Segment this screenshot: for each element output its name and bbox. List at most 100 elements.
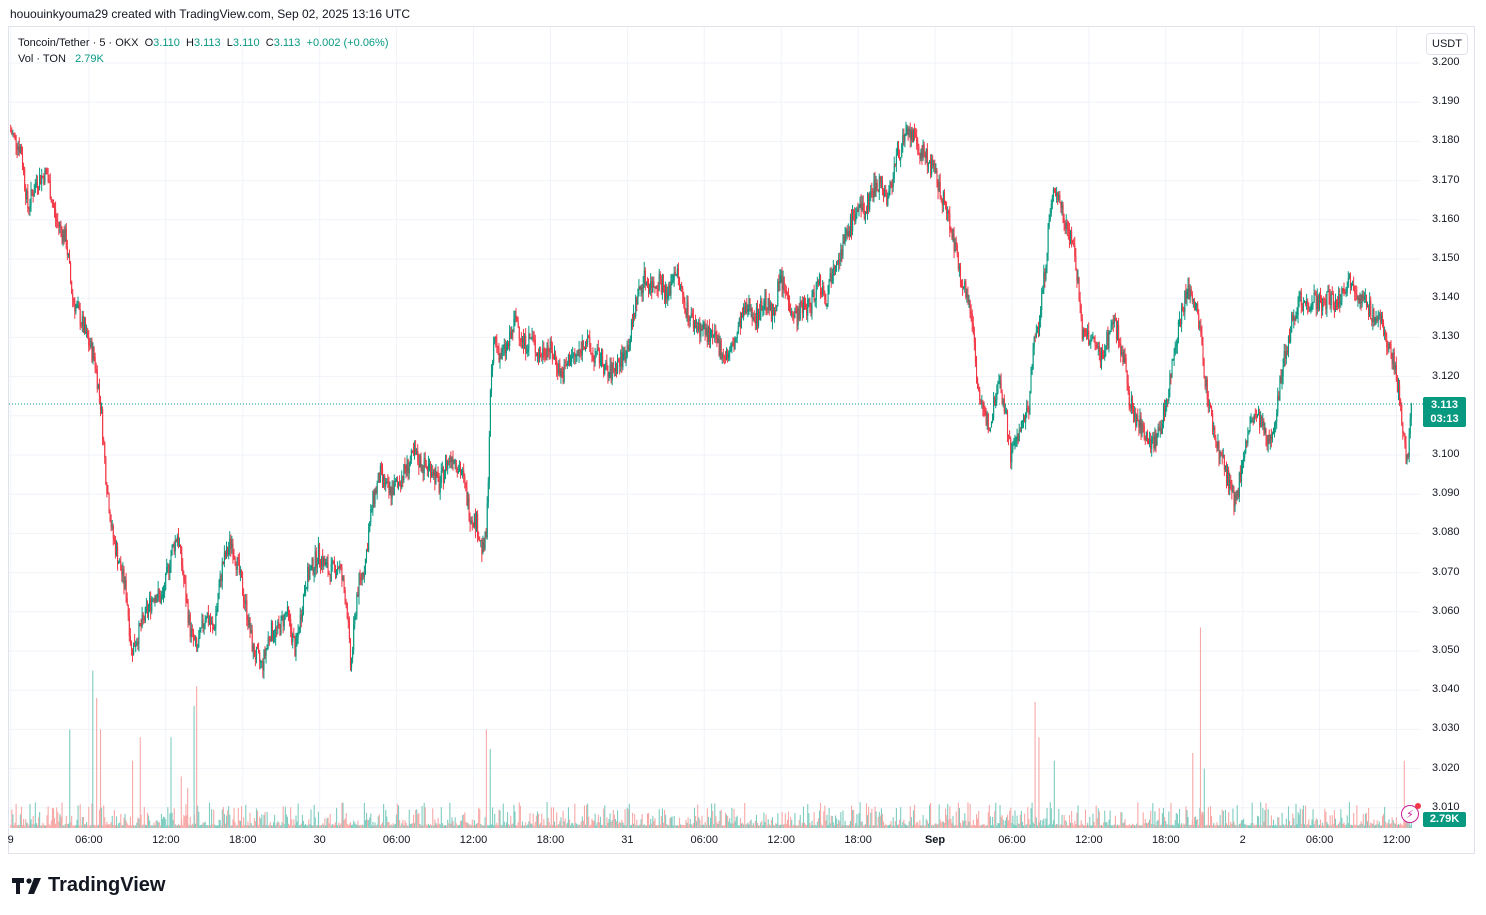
candle-body [175, 539, 177, 542]
volume-bar [829, 823, 831, 828]
candle-body [524, 335, 526, 346]
candle-body [410, 450, 412, 461]
volume-bar [215, 825, 217, 828]
candle-body [268, 637, 270, 639]
volume-bar [577, 825, 579, 828]
volume-bar [778, 824, 780, 828]
volume-bar [817, 818, 819, 828]
symbol-label[interactable]: Toncoin/Tether · 5 · OKX [18, 37, 139, 49]
volume-bar [1216, 822, 1218, 828]
candle-body [1066, 222, 1068, 229]
volume-bar [529, 813, 531, 828]
candle-body [1264, 428, 1266, 434]
candle-body [99, 395, 102, 409]
volume-bar [1292, 813, 1294, 828]
candle-body [622, 354, 624, 368]
currency-button[interactable]: USDT [1426, 33, 1468, 55]
volume-bar [652, 815, 654, 828]
candle-body [469, 519, 471, 524]
candle-body [1044, 272, 1046, 280]
candle-body [459, 468, 462, 475]
replay-button[interactable]: ⚡︎ [1401, 803, 1421, 823]
volume-bar [57, 812, 59, 828]
candle-body [1302, 302, 1305, 312]
volume-bar [981, 824, 983, 828]
candle-body [1243, 457, 1245, 462]
candle-body [577, 354, 579, 356]
volume-bar [649, 824, 651, 828]
candle-body [494, 336, 496, 343]
volume-bar [770, 819, 772, 828]
volume-bar [590, 824, 592, 828]
tradingview-logo[interactable]: TradingView [12, 874, 165, 897]
candle-body [123, 569, 125, 587]
volume-bar [1254, 824, 1256, 828]
volume-bar [844, 820, 846, 828]
candle-body [441, 467, 443, 472]
volume-bar [626, 807, 628, 828]
volume-bar [1220, 824, 1222, 828]
candle-body [457, 470, 459, 474]
volume-bar [1362, 814, 1364, 828]
volume-bar [450, 823, 452, 828]
candle-body [273, 637, 275, 639]
volume-bar [622, 822, 624, 828]
candle-body [937, 183, 939, 191]
volume-bar [943, 822, 946, 828]
candle-body [1146, 431, 1149, 442]
volume-bar [1402, 825, 1404, 828]
volume-bar [855, 823, 857, 828]
volume-bar [1272, 819, 1275, 828]
price-tick-label: 3.020 [1432, 761, 1460, 774]
candle-body [378, 473, 380, 483]
candle-body [1267, 434, 1269, 445]
candle-body [18, 145, 20, 153]
candle-body [415, 448, 417, 455]
candle-body [1061, 204, 1063, 208]
price-tick-label: 3.080 [1432, 526, 1460, 539]
candle-body [581, 340, 583, 356]
volume-bar [1275, 824, 1277, 828]
candle-body [608, 375, 610, 377]
candle-body [1291, 314, 1293, 333]
candle-body [1064, 223, 1066, 230]
volume-bar [237, 807, 239, 828]
volume-bar [1169, 825, 1171, 828]
volume-bar [892, 817, 894, 828]
candle-body [1324, 299, 1326, 301]
volume-label[interactable]: Vol · TON [18, 53, 66, 65]
volume-spike [69, 729, 71, 828]
volume-bar [1302, 805, 1305, 828]
candle-body [1215, 438, 1217, 442]
volume-bar [254, 821, 256, 828]
volume-bar [678, 817, 681, 828]
volume-bar [982, 824, 984, 828]
candle-body [1109, 331, 1111, 333]
volume-bar [439, 824, 441, 828]
candle-body [343, 578, 345, 590]
volume-bar [1189, 825, 1191, 828]
candle-body [681, 285, 683, 289]
candle-body [1018, 430, 1020, 442]
volume-bar [414, 823, 416, 828]
volume-bar [700, 825, 702, 828]
volume-bar [873, 825, 875, 828]
volume-bar [526, 825, 528, 828]
candle-body [955, 241, 957, 246]
volume-bar [682, 824, 684, 828]
volume-bar [1124, 819, 1126, 828]
candle-body [1002, 399, 1004, 404]
candle-body [1037, 327, 1040, 330]
candle-body [1216, 441, 1218, 449]
volume-bar [609, 813, 611, 828]
volume-bar [618, 823, 620, 828]
volume-bar [918, 825, 920, 828]
volume-bar [1337, 825, 1339, 828]
volume-spike [92, 670, 94, 828]
volume-bar [312, 825, 314, 828]
candle-body [44, 168, 46, 184]
volume-bar [1356, 805, 1358, 828]
candle-body [201, 619, 203, 628]
volume-bar [1128, 824, 1130, 828]
